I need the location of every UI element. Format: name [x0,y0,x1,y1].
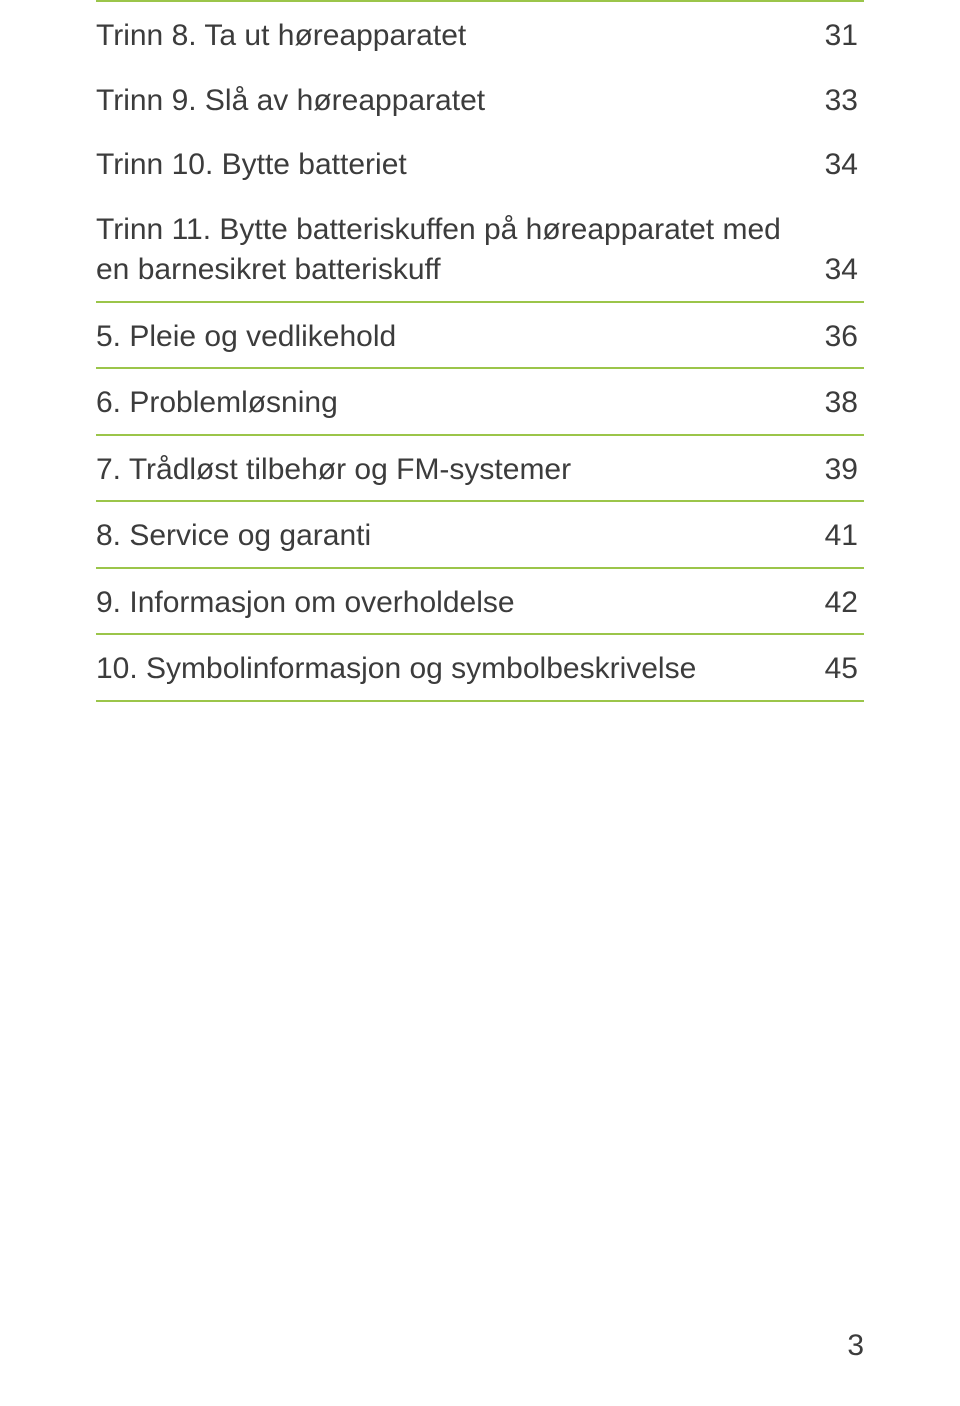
toc-label: 8. Service og garanti [96,516,810,557]
toc-row: 9. Informasjon om overholdelse42 [96,569,864,634]
toc-label: Trinn 11. Bytte batteriskuffen på høreap… [96,210,810,291]
toc-page-number: 33 [810,81,858,122]
toc-page-number: 39 [810,450,858,491]
toc-page-number: 42 [810,583,858,624]
toc-row: 6. Problemløsning38 [96,369,864,434]
page: Trinn 8. Ta ut høreapparatet31Trinn 9. S… [0,0,960,1406]
table-of-contents: Trinn 8. Ta ut høreapparatet31Trinn 9. S… [96,0,864,702]
toc-row: Trinn 11. Bytte batteriskuffen på høreap… [96,196,864,301]
toc-row: Trinn 10. Bytte batteriet34 [96,131,864,196]
toc-label: 10. Symbolinformasjon og symbolbeskrivel… [96,649,810,690]
toc-page-number: 31 [810,16,858,57]
toc-label: Trinn 10. Bytte batteriet [96,145,810,186]
toc-page-number: 45 [810,649,858,690]
toc-label: Trinn 8. Ta ut høreapparatet [96,16,810,57]
toc-row: Trinn 9. Slå av høreapparatet33 [96,67,864,132]
toc-page-number: 34 [810,145,858,186]
toc-row: 7. Trådløst tilbehør og FM-systemer39 [96,436,864,501]
toc-label: 9. Informasjon om overholdelse [96,583,810,624]
toc-label: Trinn 9. Slå av høreapparatet [96,81,810,122]
toc-page-number: 41 [810,516,858,557]
toc-row: Trinn 8. Ta ut høreapparatet31 [96,2,864,67]
divider [96,700,864,702]
toc-page-number: 34 [810,250,858,291]
toc-label: 5. Pleie og vedlikehold [96,317,810,358]
toc-row: 8. Service og garanti41 [96,502,864,567]
toc-label: 7. Trådløst tilbehør og FM-systemer [96,450,810,491]
page-number: 3 [847,1326,864,1367]
toc-row: 5. Pleie og vedlikehold36 [96,303,864,368]
toc-row: 10. Symbolinformasjon og symbolbeskrivel… [96,635,864,700]
toc-page-number: 38 [810,383,858,424]
toc-label: 6. Problemløsning [96,383,810,424]
toc-page-number: 36 [810,317,858,358]
